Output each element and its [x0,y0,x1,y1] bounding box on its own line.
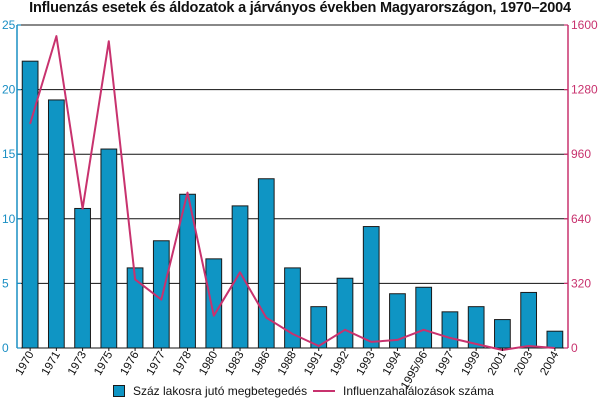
x-tick-label: 1976 [118,350,141,378]
left-tick-label: 15 [2,147,16,161]
x-tick-label: 1988 [276,350,299,378]
right-tick-label: 1280 [571,83,598,97]
x-tick-label: 1986 [250,350,273,378]
bar [47,99,65,349]
x-tick-label: 1994 [381,349,404,378]
x-tick-label: 1970 [14,350,37,378]
legend-item-line: Influenzahalálozások száma [313,383,494,399]
right-tick-label: 1600 [571,18,598,32]
chart-title: Influenzás esetek és áldozatok a járvány… [29,0,571,16]
x-tick-label: 2001 [486,350,509,378]
right-tick-label: 960 [571,147,591,161]
x-tick-label: 2003 [512,350,535,378]
left-tick-label: 10 [2,212,16,226]
bar [205,258,223,349]
x-tick-label: 1991 [302,350,325,378]
bar [257,178,275,349]
x-tick-label: 1973 [66,350,89,378]
bar [520,291,538,349]
legend-label-bar: Száz lakosra jutó megbetegedés [133,384,308,398]
x-tick-label: 1997 [433,350,456,378]
legend-item-bar: Száz lakosra jutó megbetegedés [113,383,307,399]
bar [546,330,564,349]
bar [494,319,511,349]
right-tick-label: 320 [571,276,591,290]
left-tick-label: 0 [2,341,9,355]
left-tick-label: 5 [2,276,9,290]
deaths-line [29,35,555,351]
legend-label-line: Influenzahalálozások száma [343,384,494,398]
bar [415,286,433,349]
bar [362,226,380,349]
right-tick-label: 640 [571,212,591,226]
bar [336,277,354,349]
x-tick-label: 2004 [538,349,561,378]
x-tick-label: 1975 [92,350,115,378]
x-tick-label: 1977 [145,350,168,378]
bar [74,207,91,349]
x-tick-label: 1992 [328,350,351,378]
right-tick-label: 0 [571,341,578,355]
bar [100,148,118,349]
bar [231,205,249,349]
x-tick-label: 1983 [223,350,246,378]
legend-swatch-bar [113,385,125,397]
left-tick-label: 20 [2,83,16,97]
x-tick-label: 1993 [355,350,378,378]
bar [441,311,459,349]
x-tick-label: 1999 [460,350,483,378]
x-tick-label: 1980 [197,350,220,378]
legend-swatch-line [313,390,335,392]
x-tick-label: 1978 [171,350,194,378]
x-tick-label: 1971 [40,350,63,378]
left-tick-label: 25 [2,18,16,32]
